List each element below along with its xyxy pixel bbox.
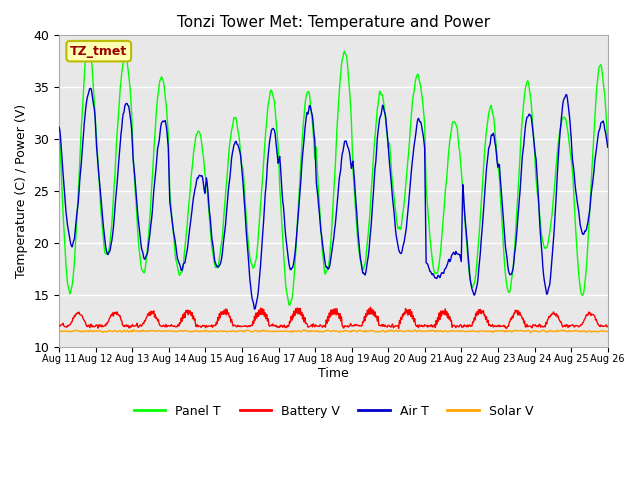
Air T [178, 267, 186, 273]
Panel T [122, 55, 130, 60]
Panel T [207, 234, 215, 240]
Panel T [178, 269, 186, 275]
Air T [55, 124, 63, 130]
Panel T [402, 184, 410, 190]
Solar V [122, 329, 129, 335]
Legend: Panel T, Battery V, Air T, Solar V: Panel T, Battery V, Air T, Solar V [129, 400, 538, 423]
Battery V [367, 304, 374, 310]
Title: Tonzi Tower Met: Temperature and Power: Tonzi Tower Met: Temperature and Power [177, 15, 490, 30]
Solar V [604, 329, 612, 335]
X-axis label: Time: Time [318, 367, 349, 380]
Y-axis label: Temperature (C) / Power (V): Temperature (C) / Power (V) [15, 104, 28, 278]
Panel T [604, 142, 612, 147]
Air T [251, 306, 259, 312]
Line: Solar V: Solar V [59, 330, 608, 333]
Line: Panel T: Panel T [59, 46, 608, 306]
Air T [86, 85, 94, 91]
Air T [207, 225, 215, 231]
Line: Battery V: Battery V [59, 307, 608, 329]
Solar V [65, 328, 73, 334]
Air T [65, 231, 73, 237]
Battery V [604, 324, 612, 329]
Solar V [130, 327, 138, 333]
Battery V [417, 323, 425, 329]
Solar V [527, 330, 534, 336]
Solar V [417, 328, 425, 334]
Solar V [55, 329, 63, 335]
Solar V [401, 329, 408, 335]
Text: TZ_tmet: TZ_tmet [70, 45, 127, 58]
Air T [122, 101, 130, 107]
Air T [402, 230, 410, 236]
Battery V [206, 324, 214, 329]
Solar V [178, 328, 186, 334]
Panel T [55, 135, 63, 141]
Panel T [285, 303, 293, 309]
Battery V [122, 323, 129, 329]
Battery V [502, 326, 510, 332]
Solar V [207, 328, 215, 334]
Battery V [65, 322, 73, 328]
Battery V [55, 324, 63, 329]
Line: Air T: Air T [59, 88, 608, 309]
Panel T [418, 91, 426, 96]
Battery V [401, 312, 408, 317]
Battery V [177, 315, 185, 321]
Air T [604, 144, 612, 150]
Panel T [65, 287, 73, 293]
Air T [418, 123, 426, 129]
Panel T [84, 43, 92, 48]
